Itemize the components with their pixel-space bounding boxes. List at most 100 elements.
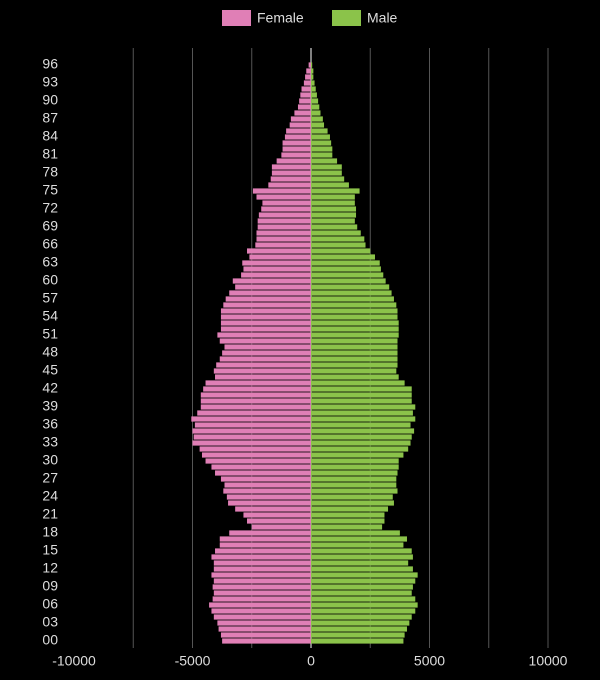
bar: [311, 572, 418, 578]
bar: [213, 368, 311, 374]
bar: [294, 110, 311, 116]
bar: [211, 608, 311, 614]
bar: [311, 638, 404, 644]
bar: [223, 488, 311, 494]
bar: [211, 572, 311, 578]
bar: [311, 164, 342, 170]
y-tick-label: 81: [42, 146, 58, 162]
bar: [218, 626, 311, 632]
bar: [255, 242, 311, 248]
bar: [311, 602, 418, 608]
bar: [243, 512, 311, 518]
y-tick-label: 18: [42, 524, 58, 540]
bar: [197, 410, 311, 416]
bar: [211, 464, 311, 470]
bar: [228, 500, 311, 506]
y-tick-label: 93: [42, 74, 58, 90]
bar: [311, 392, 412, 398]
bar: [311, 608, 416, 614]
bar: [311, 332, 399, 338]
bar: [311, 494, 393, 500]
bar: [303, 80, 311, 86]
bar: [258, 212, 311, 218]
bar: [224, 344, 311, 350]
bar: [311, 422, 411, 428]
bar: [311, 218, 355, 224]
bar: [311, 428, 415, 434]
bar: [212, 584, 311, 590]
bar: [311, 110, 321, 116]
bar: [311, 542, 404, 548]
bar: [257, 224, 311, 230]
bar: [311, 314, 398, 320]
y-tick-label: 90: [42, 92, 58, 108]
bar: [311, 272, 384, 278]
y-tick-label: 09: [42, 578, 58, 594]
bar: [205, 380, 311, 386]
bar: [311, 350, 398, 356]
bar: [215, 374, 311, 380]
bar: [282, 146, 311, 152]
bar: [205, 458, 311, 464]
bar: [311, 80, 315, 86]
bar: [219, 536, 311, 542]
bar: [284, 134, 311, 140]
bar: [271, 164, 311, 170]
x-tick-label: -10000: [52, 653, 96, 669]
bar: [311, 278, 386, 284]
bar: [200, 392, 311, 398]
bar: [301, 86, 311, 92]
bar: [200, 404, 311, 410]
bar: [311, 440, 411, 446]
bar: [311, 578, 416, 584]
bar: [217, 620, 311, 626]
bar: [299, 98, 311, 104]
y-tick-label: 42: [42, 380, 58, 396]
bar: [242, 260, 311, 266]
y-tick-label: 84: [42, 128, 58, 144]
bar: [192, 440, 311, 446]
y-tick-label: 24: [42, 488, 58, 504]
bar: [311, 476, 397, 482]
bar: [193, 434, 311, 440]
bar: [235, 506, 311, 512]
bar: [223, 302, 311, 308]
bar: [297, 104, 311, 110]
bar: [213, 578, 311, 584]
bar: [311, 266, 381, 272]
y-tick-label: 54: [42, 308, 58, 324]
bar: [311, 62, 313, 68]
bar: [229, 290, 311, 296]
bar: [311, 230, 361, 236]
bar: [311, 374, 399, 380]
bar: [222, 638, 311, 644]
bar: [311, 398, 412, 404]
bar: [220, 632, 311, 638]
bar: [192, 428, 311, 434]
bar: [194, 422, 311, 428]
bar: [243, 266, 311, 272]
x-tick-label: 10000: [529, 653, 568, 669]
bar: [311, 566, 413, 572]
bar: [225, 296, 311, 302]
y-tick-label: 39: [42, 398, 58, 414]
bar: [257, 218, 311, 224]
bar: [311, 458, 399, 464]
bar: [219, 356, 311, 362]
bar: [311, 560, 409, 566]
bar: [241, 272, 311, 278]
bar: [311, 98, 319, 104]
bar: [311, 506, 389, 512]
bar: [306, 68, 311, 74]
bar: [311, 242, 366, 248]
bar: [311, 68, 314, 74]
bar: [261, 206, 311, 212]
bar: [249, 254, 311, 260]
bar: [220, 476, 311, 482]
bar: [311, 308, 398, 314]
bar: [311, 356, 398, 362]
bar: [308, 62, 311, 68]
bar: [311, 470, 398, 476]
bar: [226, 494, 311, 500]
